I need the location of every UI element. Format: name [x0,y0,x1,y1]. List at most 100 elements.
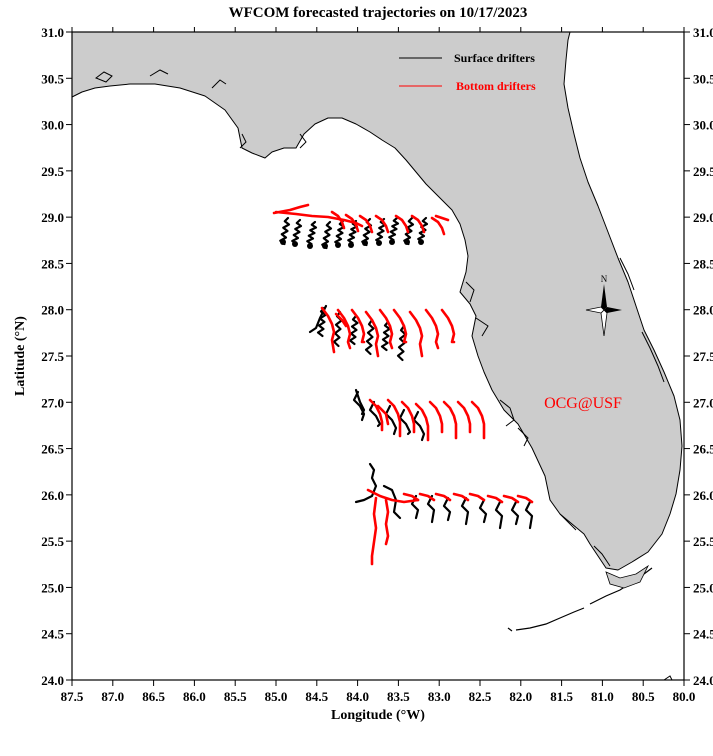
bottom-trajectory [400,400,416,434]
bottom-drifter-trajectories [272,203,534,566]
y-tick-label-left: 30.5 [41,71,64,86]
surface-trajectory-end [335,242,341,248]
x-tick-label: 81.5 [550,689,573,704]
x-tick-label: 81.0 [591,689,614,704]
compass-north-label: N [601,274,608,284]
y-tick-label-left: 31.0 [41,25,64,40]
y-tick-label-right: 28.0 [693,303,713,318]
y-tick-label-right: 30.0 [693,118,713,133]
legend-bottom-label: Bottom drifters [456,79,536,93]
x-tick-label: 87.5 [61,689,84,704]
y-tick-label-left: 26.5 [41,442,64,457]
y-tick-label-left: 29.0 [41,210,64,225]
y-tick-label-right: 26.0 [693,488,713,503]
chart-title: WFCOM forecasted trajectories on 10/17/2… [229,5,528,21]
bottom-trajectory [386,398,402,438]
surface-trajectory [524,500,534,530]
y-tick-label-right: 29.0 [693,210,713,225]
surface-trajectory [354,462,378,504]
surface-trajectory [417,216,429,244]
surface-trajectory-end [418,239,424,245]
y-axis: 31.0 31.0 30.5 30.5 30.0 30.0 29.5 29.5 29.0 29.0… [41,25,713,688]
x-tick-label: 87.0 [101,689,124,704]
y-tick-label-right: 27.5 [693,349,713,364]
bottom-trajectory [330,210,346,230]
surface-trajectory [460,496,470,526]
y-tick-label-right: 26.5 [693,442,713,457]
bottom-trajectory [320,306,336,354]
surface-trajectory [334,219,346,247]
x-tick-label: 82.0 [509,689,532,704]
bottom-trajectory [468,492,486,502]
bottom-trajectory [502,494,520,504]
y-tick-label-left: 29.5 [41,164,64,179]
surface-trajectory-end [280,239,286,245]
x-axis: 87.5 87.0 86.5 86.0 85.5 85.0 84.5 84.0 83.5 83.0… [61,27,696,704]
bottom-trajectory [368,398,384,432]
bottom-trajectory [442,400,458,440]
x-tick-label: 80.0 [673,689,696,704]
surface-trajectory [494,500,504,530]
y-tick-label-right: 24.0 [693,673,713,688]
surface-trajectory [375,217,387,245]
bottom-trajectory [470,400,486,440]
bottom-trajectory [364,310,380,358]
surface-trajectory-end [376,240,382,246]
x-tick-label: 84.0 [346,689,369,704]
legend: Surface drifters Bottom drifters [399,51,536,93]
y-tick-label-left: 27.0 [41,395,64,410]
bottom-trajectory [336,308,352,350]
y-tick-label-left: 25.0 [41,580,64,595]
bottom-trajectory [374,214,390,234]
y-tick-label-right: 29.5 [693,164,713,179]
bottom-trajectory [414,402,430,442]
bottom-trajectory [486,494,504,504]
bottom-trajectory [370,496,378,566]
y-axis-label: Latitude (°N) [13,316,28,396]
bottom-trajectory [424,308,440,350]
surface-trajectory [442,496,452,522]
bottom-trajectory [392,308,408,344]
x-tick-label: 85.0 [265,689,288,704]
surface-trajectory [388,216,400,242]
y-tick-label-right: 31.0 [693,25,713,40]
x-tick-label: 82.5 [469,689,492,704]
surface-trajectory [412,410,426,442]
legend-surface-label: Surface drifters [454,51,535,65]
surface-trajectory [384,404,398,436]
y-tick-label-left: 30.0 [41,118,64,133]
surface-trajectory [348,314,359,346]
surface-trajectory [368,400,382,428]
y-tick-label-left: 24.0 [41,673,64,688]
ocg-watermark: OCG@USF [544,395,622,412]
y-tick-label-right: 28.5 [693,256,713,271]
compass-icon: N [585,274,622,337]
surface-trajectory-end [362,240,368,246]
florida-bay-islands [605,564,650,589]
y-tick-label-left: 27.5 [41,349,64,364]
surface-trajectory [306,220,318,246]
y-tick-label-left: 28.0 [41,303,64,318]
bottom-trajectory [516,494,534,504]
x-tick-label: 80.5 [632,689,655,704]
x-tick-label: 85.5 [224,689,247,704]
bottom-trajectory [408,310,424,358]
bottom-trajectory [350,308,366,344]
surface-trajectory-end [404,239,410,245]
surface-trajectory [478,498,488,524]
x-tick-label: 86.0 [183,689,206,704]
surface-trajectory [352,390,366,422]
bottom-trajectory [430,216,446,236]
y-tick-label-left: 24.5 [41,627,64,642]
bottom-trajectory [378,308,394,350]
y-tick-label-right: 27.0 [693,395,713,410]
bottom-trajectory [402,492,420,502]
surface-trajectory [364,318,375,356]
surface-trajectory [398,408,412,436]
surface-trajectory-end [389,239,395,245]
bottom-trajectory [334,312,348,328]
surface-trajectory [380,320,391,352]
bottom-trajectory [366,488,420,504]
surface-drifter-trajectories [279,216,534,530]
